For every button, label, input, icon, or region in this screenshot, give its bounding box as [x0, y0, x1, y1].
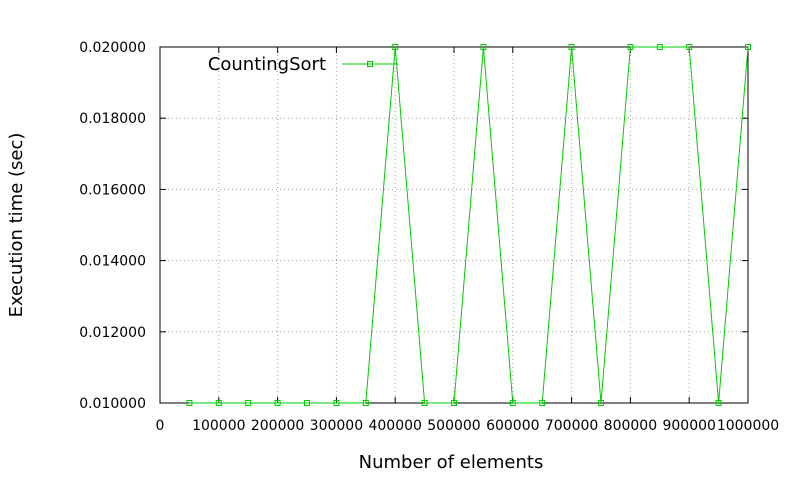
y-tick-labels: 0.010000 0.012000 0.014000 0.016000 0.018000… [79, 40, 146, 412]
x-tick-label: 700000 [545, 418, 598, 434]
data-point [745, 44, 751, 50]
data-point [186, 400, 193, 406]
data-point [598, 400, 604, 406]
x-tick-label: 200000 [251, 418, 304, 434]
y-axis-label: Execution time (sec) [6, 133, 27, 318]
x-tick-label: 0 [156, 418, 165, 434]
data-point [215, 400, 222, 406]
ticks [159, 46, 749, 404]
data-point [421, 400, 428, 406]
data-point [627, 44, 634, 50]
data-point [362, 400, 369, 406]
data-point [539, 400, 546, 406]
series-layer [186, 44, 751, 406]
x-tick-label: 400000 [368, 418, 421, 434]
x-tick-labels: 0 100000 200000 300000 400000 500000 600000 700… [156, 418, 780, 434]
x-tick-label: 800000 [604, 418, 657, 434]
series-line [189, 46, 749, 404]
x-tick-label: 1000000 [717, 418, 779, 434]
data-point [274, 400, 281, 406]
data-point [451, 400, 457, 406]
y-tick-label: 0.018000 [79, 111, 146, 127]
grid [160, 47, 748, 403]
data-point [656, 44, 663, 50]
x-axis-label: Number of elements [359, 452, 544, 473]
legend-label: CountingSort [208, 54, 326, 75]
y-tick-label: 0.020000 [79, 40, 146, 56]
y-tick-label: 0.014000 [79, 254, 146, 270]
data-point [333, 400, 340, 406]
data-point [245, 400, 252, 406]
y-tick-label: 0.010000 [79, 396, 146, 412]
data-point [509, 400, 516, 406]
legend-marker [367, 61, 373, 67]
data-point [686, 44, 693, 50]
x-tick-label: 500000 [427, 418, 480, 434]
data-point [480, 44, 487, 50]
x-tick-label: 600000 [486, 418, 539, 434]
x-tick-label: 100000 [192, 418, 245, 434]
data-point [304, 400, 310, 406]
data-point [392, 44, 399, 50]
legend: CountingSort [208, 54, 398, 75]
y-tick-label: 0.016000 [79, 182, 146, 198]
plot-frame [159, 46, 749, 404]
x-tick-label: 900000 [662, 418, 715, 434]
x-tick-label: 300000 [310, 418, 363, 434]
data-point [568, 44, 575, 50]
y-tick-label: 0.012000 [79, 325, 146, 341]
data-point [715, 400, 722, 406]
